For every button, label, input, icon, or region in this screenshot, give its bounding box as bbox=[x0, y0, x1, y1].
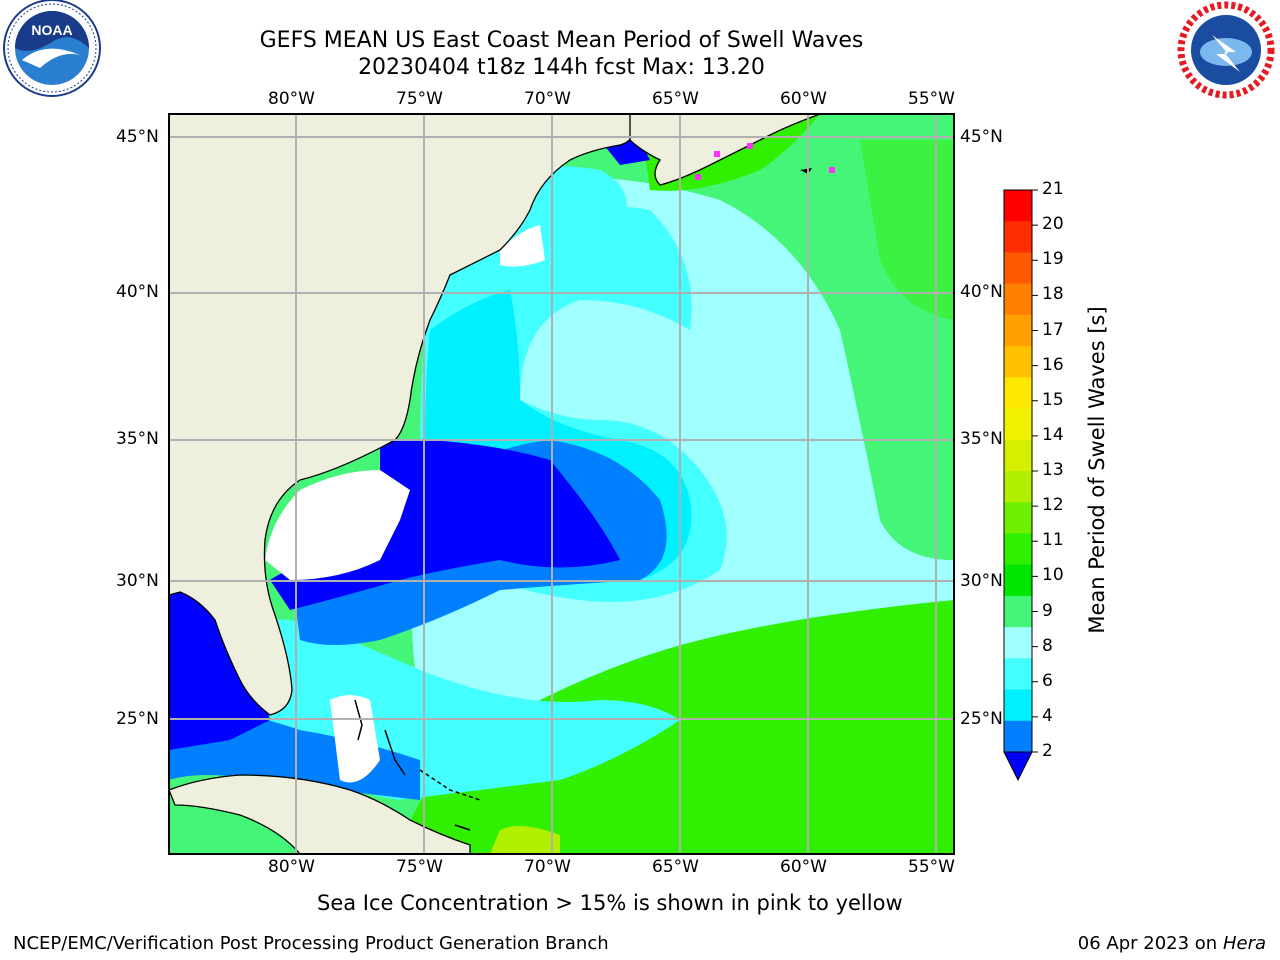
map-title: GEFS MEAN US East Coast Mean Period of S… bbox=[259, 28, 864, 53]
colorbar-extend-arrow bbox=[1003, 751, 1033, 782]
colorbar-swatch bbox=[1004, 564, 1032, 597]
colorbar-tick-label: 10 bbox=[1042, 565, 1064, 586]
lon-label-top: 60°W bbox=[780, 89, 827, 109]
colorbar-swatch bbox=[1004, 377, 1032, 410]
colorbar-swatch bbox=[1004, 346, 1032, 378]
colorbar-swatch bbox=[1004, 689, 1032, 722]
colorbar-swatch bbox=[1004, 533, 1032, 566]
lon-label-top: 55°W bbox=[908, 89, 955, 109]
sea-ice-marker bbox=[829, 167, 835, 173]
colorbar-swatch bbox=[1004, 658, 1032, 691]
colorbar-swatch bbox=[1004, 252, 1032, 285]
colorbar-tick-label: 18 bbox=[1042, 284, 1064, 305]
colorbar-tick-label: 16 bbox=[1042, 354, 1064, 375]
sea-ice-marker bbox=[695, 174, 701, 180]
sea-ice-note: Sea Ice Concentration > 15% is shown in … bbox=[317, 891, 903, 915]
lon-label-top: 70°W bbox=[524, 89, 571, 109]
graticule bbox=[169, 114, 954, 854]
field-band-10-11 bbox=[540, 600, 954, 854]
colorbar-label: Mean Period of Swell Waves [s] bbox=[1085, 306, 1109, 634]
lat-label-right: 25°N bbox=[960, 709, 1003, 729]
lat-label-right: 30°N bbox=[960, 571, 1003, 591]
svg-text:NOAA: NOAA bbox=[31, 22, 72, 38]
nws-logo bbox=[1177, 1, 1275, 99]
colorbar-tick-label: 4 bbox=[1042, 705, 1053, 726]
colorbar-tick-label: 21 bbox=[1042, 179, 1064, 199]
colorbar-tick-label: 19 bbox=[1042, 249, 1064, 270]
colorbar-tick-label: 11 bbox=[1042, 530, 1064, 551]
colorbar-swatch bbox=[1004, 471, 1032, 503]
colorbar-tick-label: 12 bbox=[1042, 495, 1064, 516]
footer-date: 06 Apr 2023 on Hera bbox=[1078, 933, 1266, 954]
lat-label-left: 35°N bbox=[116, 429, 159, 449]
colorbar-tick-label: 13 bbox=[1042, 460, 1064, 480]
colorbar-swatch bbox=[1004, 627, 1032, 659]
lon-label-bottom: 80°W bbox=[268, 857, 315, 877]
colorbar-tick-label: 17 bbox=[1042, 319, 1064, 340]
colorbar-tick-label: 8 bbox=[1042, 635, 1053, 656]
colorbar-swatch bbox=[1004, 408, 1032, 441]
lon-label-bottom: 65°W bbox=[652, 857, 699, 877]
lat-label-right: 45°N bbox=[960, 127, 1003, 147]
colorbar-swatch bbox=[1004, 314, 1032, 347]
noaa-logo: NOAA bbox=[3, 0, 101, 97]
colorbar-tick-label: 20 bbox=[1042, 214, 1064, 235]
map-frame bbox=[168, 113, 955, 855]
lon-label-top: 65°W bbox=[652, 89, 699, 109]
colorbar-tick-label: 6 bbox=[1042, 670, 1053, 691]
sea-ice-marker bbox=[714, 151, 720, 157]
footer-branch: NCEP/EMC/Verification Post Processing Pr… bbox=[13, 933, 609, 954]
lon-label-bottom: 75°W bbox=[396, 857, 443, 877]
colorbar-swatch bbox=[1004, 221, 1032, 253]
colorbar-swatch bbox=[1004, 595, 1032, 628]
lon-label-bottom: 55°W bbox=[908, 857, 955, 877]
colorbar-tick-label: 9 bbox=[1042, 600, 1053, 621]
colorbar bbox=[1003, 189, 1038, 782]
land-us-east-coast bbox=[169, 114, 634, 716]
colorbar-tick-label: 14 bbox=[1042, 424, 1064, 445]
sea-ice-marker bbox=[747, 143, 753, 149]
lat-label-left: 40°N bbox=[116, 282, 159, 302]
colorbar-swatch bbox=[1004, 720, 1032, 753]
land-nova-scotia bbox=[629, 114, 821, 186]
lat-label-left: 25°N bbox=[116, 709, 159, 729]
colorbar-swatch bbox=[1004, 283, 1032, 316]
lat-label-right: 40°N bbox=[960, 282, 1003, 302]
colorbar-tick-label: 15 bbox=[1042, 389, 1064, 410]
lat-label-left: 30°N bbox=[116, 571, 159, 591]
footer-machine: Hera bbox=[1222, 933, 1266, 954]
map-subtitle: 20230404 t18z 144h fcst Max: 13.20 bbox=[358, 55, 765, 80]
colorbar-swatch bbox=[1004, 190, 1032, 222]
colorbar-tick-label: 2 bbox=[1042, 741, 1053, 761]
lon-label-top: 75°W bbox=[396, 89, 443, 109]
lat-label-left: 45°N bbox=[116, 127, 159, 147]
lon-label-bottom: 70°W bbox=[524, 857, 571, 877]
lon-label-bottom: 60°W bbox=[780, 857, 827, 877]
colorbar-swatch bbox=[1004, 439, 1032, 472]
colorbar-swatch bbox=[1004, 502, 1032, 534]
lat-label-right: 35°N bbox=[960, 429, 1003, 449]
footer-date-text: 06 Apr 2023 on bbox=[1077, 933, 1223, 954]
lon-label-top: 80°W bbox=[268, 89, 315, 109]
land-cuba bbox=[169, 774, 471, 854]
